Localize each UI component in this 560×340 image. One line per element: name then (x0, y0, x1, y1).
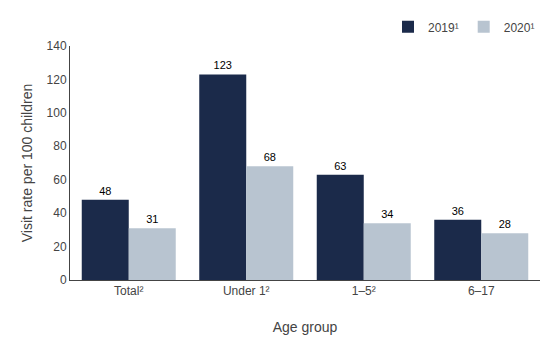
svg-text:68: 68 (264, 151, 276, 163)
svg-text:31: 31 (146, 213, 158, 225)
svg-text:2020¹: 2020¹ (504, 21, 535, 35)
svg-text:36: 36 (452, 205, 464, 217)
svg-text:123: 123 (214, 59, 232, 71)
svg-text:60: 60 (53, 173, 67, 187)
svg-text:0: 0 (60, 273, 67, 287)
svg-text:140: 140 (47, 39, 67, 53)
svg-text:Under 1²: Under 1² (223, 284, 270, 298)
svg-text:48: 48 (99, 185, 111, 197)
svg-text:28: 28 (499, 218, 511, 230)
svg-text:Visit rate per 100 children: Visit rate per 100 children (19, 84, 35, 243)
svg-text:Age group: Age group (273, 319, 338, 335)
svg-text:1–5²: 1–5² (352, 284, 376, 298)
svg-text:63: 63 (334, 160, 346, 172)
svg-text:6–17: 6–17 (468, 284, 495, 298)
svg-text:120: 120 (47, 73, 67, 87)
svg-text:20: 20 (53, 240, 67, 254)
svg-text:100: 100 (47, 106, 67, 120)
svg-text:80: 80 (53, 139, 67, 153)
svg-text:2019¹: 2019¹ (428, 21, 459, 35)
svg-text:40: 40 (53, 206, 67, 220)
svg-text:34: 34 (381, 208, 393, 220)
svg-text:Total²: Total² (114, 284, 143, 298)
